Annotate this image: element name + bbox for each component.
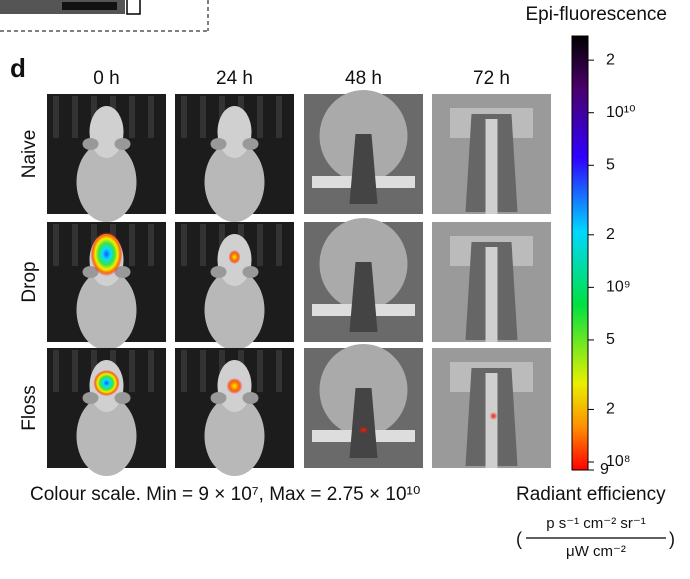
colorbar-tick-label: 5 — [606, 331, 615, 348]
paren: ( — [516, 529, 522, 549]
cage-bar — [72, 350, 78, 392]
signal — [226, 378, 243, 394]
mouse-body — [76, 270, 137, 350]
cage-bar — [200, 224, 206, 266]
mouse-body — [204, 396, 265, 476]
mouse-ear — [114, 266, 131, 278]
mouse-body — [76, 396, 137, 476]
colorbar-tick-label: 9 — [600, 461, 609, 478]
row-label: Drop — [19, 261, 40, 302]
frame — [126, 0, 141, 15]
image-panel — [432, 222, 551, 342]
cage-bar — [129, 224, 135, 266]
image-panel — [304, 90, 423, 214]
image-panel — [175, 94, 294, 222]
image-panel — [304, 344, 423, 468]
row-label: Naive — [19, 130, 40, 179]
cage-bar — [257, 350, 263, 392]
panel-label: d — [10, 53, 26, 83]
mouse-body — [76, 142, 137, 222]
tail-center — [485, 119, 498, 214]
colorbar-tick-label: 10¹⁰ — [606, 104, 636, 121]
image-panel — [175, 222, 294, 350]
colorbar-tick-label: 10⁹ — [606, 279, 631, 296]
cage-bar — [200, 96, 206, 138]
mouse-ear — [242, 138, 259, 150]
mouse-ear — [210, 138, 227, 150]
cage-bar — [148, 96, 154, 138]
cage-bar — [276, 224, 282, 266]
signal — [489, 412, 498, 420]
cage-bar — [72, 96, 78, 138]
colorbar — [571, 35, 589, 471]
cage-bar — [129, 96, 135, 138]
colorbar-tick-label: 2 — [606, 51, 615, 68]
colorbar-tick-label: 2 — [606, 226, 615, 243]
cage-bar — [257, 96, 263, 138]
mouse-body — [204, 270, 265, 350]
mouse-head — [89, 106, 124, 158]
column-label: 72 h — [473, 68, 510, 89]
cage-bar — [148, 350, 154, 392]
tail — [349, 134, 378, 204]
colorbar-tick-label: 2 — [606, 401, 615, 418]
mouse-ear — [114, 392, 131, 404]
mouse-ear — [210, 266, 227, 278]
image-panel — [432, 94, 551, 214]
mouse-ear — [82, 266, 99, 278]
cage-bar — [53, 224, 59, 266]
tail — [349, 388, 378, 458]
mouse-ear — [82, 138, 99, 150]
tail — [349, 262, 378, 332]
cage-bar — [53, 96, 59, 138]
mouse-ear — [242, 392, 259, 404]
unit-denominator: μW cm⁻² — [566, 543, 626, 560]
signal — [358, 426, 369, 434]
signal — [93, 370, 120, 396]
cage-bar — [181, 96, 187, 138]
row-label: Floss — [19, 385, 40, 430]
mouse-head — [217, 106, 252, 158]
signal — [90, 232, 123, 276]
tail-center — [485, 247, 498, 342]
image-panel — [175, 348, 294, 476]
cage-bar — [72, 224, 78, 266]
mouse-ear — [210, 392, 227, 404]
cage-bar — [257, 224, 263, 266]
mouse-ear — [114, 138, 131, 150]
tail-center — [485, 373, 498, 468]
cage-bar — [181, 350, 187, 392]
column-label: 48 h — [345, 68, 382, 89]
image-panel — [47, 222, 166, 350]
cage-bar — [276, 96, 282, 138]
mouse-body — [204, 142, 265, 222]
cage-bar — [148, 224, 154, 266]
cage-bar — [53, 350, 59, 392]
column-label: 24 h — [216, 68, 253, 89]
cage-bar — [200, 350, 206, 392]
column-label: 0 h — [93, 68, 119, 89]
mouse-ear — [242, 266, 259, 278]
cage-bar — [181, 224, 187, 266]
image-panel — [47, 348, 166, 476]
unit-numerator: p s⁻¹ cm⁻² sr⁻¹ — [546, 515, 646, 532]
image-panel — [304, 218, 423, 342]
image-panel — [47, 94, 166, 222]
image-panel — [432, 348, 551, 468]
header: Epi-fluorescence — [525, 4, 667, 25]
cage-bar — [276, 350, 282, 392]
colorbar-tick-label: 10⁸ — [606, 453, 631, 470]
caption: Colour scale. Min = 9 × 10⁷, Max = 2.75 … — [30, 484, 420, 505]
paren: ) — [669, 529, 675, 549]
colorbar-tick-label: 5 — [606, 157, 615, 174]
image-fragment — [62, 2, 117, 10]
mouse-ear — [82, 392, 99, 404]
cage-bar — [129, 350, 135, 392]
unit-title: Radiant efficiency — [516, 484, 666, 505]
signal — [228, 250, 241, 264]
